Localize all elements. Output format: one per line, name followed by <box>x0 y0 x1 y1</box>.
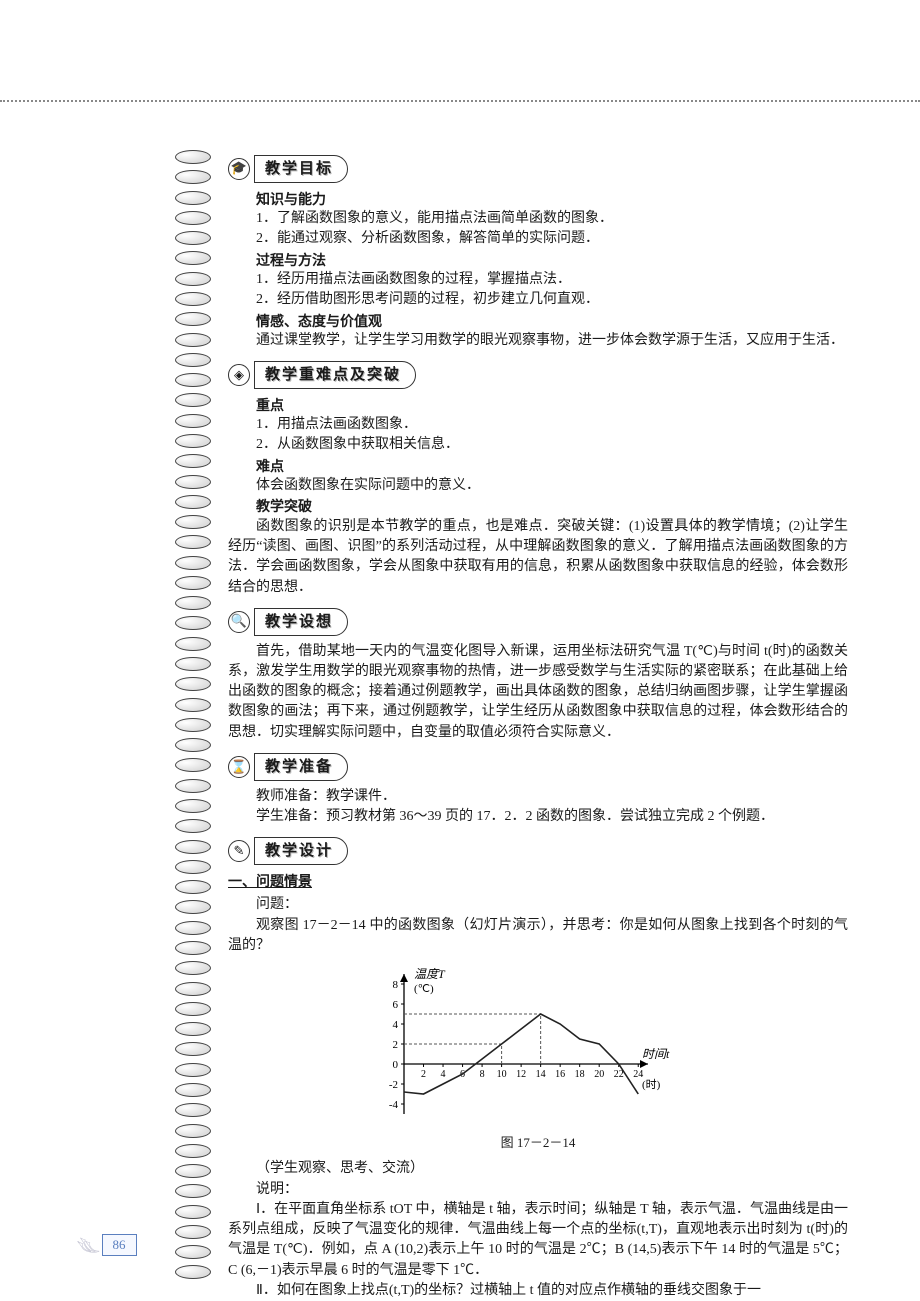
svg-text:-2: -2 <box>389 1079 398 1091</box>
body-text: 学生准备：预习教材第 36～39 页的 17．2．2 函数的图象．尝试独立完成 … <box>228 807 848 827</box>
magnifier-icon: 🔍 <box>228 611 250 633</box>
subhead-difficulty: 难点 <box>228 456 848 476</box>
subhead-problem-scene: 一、问题情景 <box>228 871 848 891</box>
svg-text:4: 4 <box>441 1069 446 1080</box>
section-title: 教学设计 <box>254 837 348 865</box>
body-text: 说明： <box>228 1180 848 1200</box>
svg-text:8: 8 <box>480 1069 485 1080</box>
body-text: 首先，借助某地一天内的气温变化图导入新课，运用坐标法研究气温 T(℃)与时间 t… <box>228 642 848 743</box>
svg-text:16: 16 <box>555 1069 565 1080</box>
subhead-keypoint: 重点 <box>228 395 848 415</box>
page-content: 🎓 教学目标 知识与能力 1．了解函数图象的意义，能用描点法画简单函数的图象． … <box>228 145 848 1301</box>
diamond-icon: ◈ <box>228 364 250 386</box>
temperature-chart: -4-22468024681012141618202224温度T(℃)时间t(时… <box>228 962 848 1153</box>
svg-text:时间t: 时间t <box>642 1047 670 1061</box>
body-text: 2．经历借助图形思考问题的过程，初步建立几何直观． <box>228 290 848 310</box>
section-heading-prepare: ⌛ 教学准备 <box>228 753 848 781</box>
body-text: 问题： <box>228 895 848 915</box>
svg-text:2: 2 <box>393 1039 399 1051</box>
spiral-binding <box>175 150 215 1280</box>
chart-svg: -4-22468024681012141618202224温度T(℃)时间t(时… <box>358 962 718 1132</box>
svg-text:6: 6 <box>393 999 399 1011</box>
svg-text:12: 12 <box>516 1069 526 1080</box>
subhead-process: 过程与方法 <box>228 250 848 270</box>
svg-text:14: 14 <box>536 1069 546 1080</box>
section-heading-goals: 🎓 教学目标 <box>228 155 848 183</box>
body-text: Ⅰ．在平面直角坐标系 tOT 中，横轴是 t 轴，表示时间；纵轴是 T 轴，表示… <box>228 1200 848 1281</box>
body-text: 1．用描点法画函数图象． <box>228 415 848 435</box>
body-text: 函数图象的识别是本节教学的重点，也是难点．突破关键：(1)设置具体的教学情境；(… <box>228 517 848 598</box>
svg-text:(时): (时) <box>642 1078 661 1091</box>
page-footer: 𓆰 86 <box>78 1225 137 1265</box>
subhead-breakthrough: 教学突破 <box>228 496 848 516</box>
body-text: 教师准备：教学课件． <box>228 787 848 807</box>
feather-icon: 𓆰 <box>72 1223 104 1267</box>
body-text: 1．经历用描点法画函数图象的过程，掌握描点法． <box>228 270 848 290</box>
section-title: 教学设想 <box>254 608 348 636</box>
section-title: 教学重难点及突破 <box>254 361 416 389</box>
body-text: 2．能通过观察、分析函数图象，解答简单的实际问题． <box>228 229 848 249</box>
svg-text:4: 4 <box>393 1019 399 1031</box>
body-text: Ⅱ．如何在图象上找点(t,T)的坐标？过横轴上 t 值的对应点作横轴的垂线交图象… <box>228 1281 848 1301</box>
figure-caption: 图 17－2－14 <box>501 1134 576 1153</box>
body-text: 2．从函数图象中获取相关信息． <box>228 435 848 455</box>
section-title: 教学目标 <box>254 155 348 183</box>
subhead-attitude: 情感、态度与价值观 <box>228 311 848 331</box>
hourglass-icon: ⌛ <box>228 756 250 778</box>
body-text: 1．了解函数图象的意义，能用描点法画简单函数的图象． <box>228 209 848 229</box>
body-text: 体会函数图象在实际问题中的意义． <box>228 476 848 496</box>
svg-text:-4: -4 <box>389 1099 399 1111</box>
body-text: 通过课堂教学，让学生学习用数学的眼光观察事物，进一步体会数学源于生活，又应用于生… <box>228 331 848 351</box>
body-text: 观察图 17－2－14 中的函数图象（幻灯片演示），并思考：你是如何从图象上找到… <box>228 916 848 957</box>
subhead-knowledge: 知识与能力 <box>228 189 848 209</box>
top-dotted-rule <box>0 100 920 102</box>
svg-text:0: 0 <box>393 1059 399 1071</box>
section-heading-design: ✎ 教学设计 <box>228 837 848 865</box>
section-title: 教学准备 <box>254 753 348 781</box>
svg-text:2: 2 <box>421 1069 426 1080</box>
cap-icon: 🎓 <box>228 158 250 180</box>
pencil-icon: ✎ <box>228 840 250 862</box>
svg-text:18: 18 <box>575 1069 585 1080</box>
section-heading-plan: 🔍 教学设想 <box>228 608 848 636</box>
page-number: 86 <box>102 1234 137 1256</box>
svg-text:20: 20 <box>594 1069 604 1080</box>
section-heading-keypoints: ◈ 教学重难点及突破 <box>228 361 848 389</box>
svg-text:(℃): (℃) <box>414 983 434 995</box>
svg-text:10: 10 <box>497 1069 507 1080</box>
svg-text:温度T: 温度T <box>414 967 446 981</box>
svg-text:8: 8 <box>393 979 399 991</box>
body-text: （学生观察、思考、交流） <box>228 1159 848 1179</box>
